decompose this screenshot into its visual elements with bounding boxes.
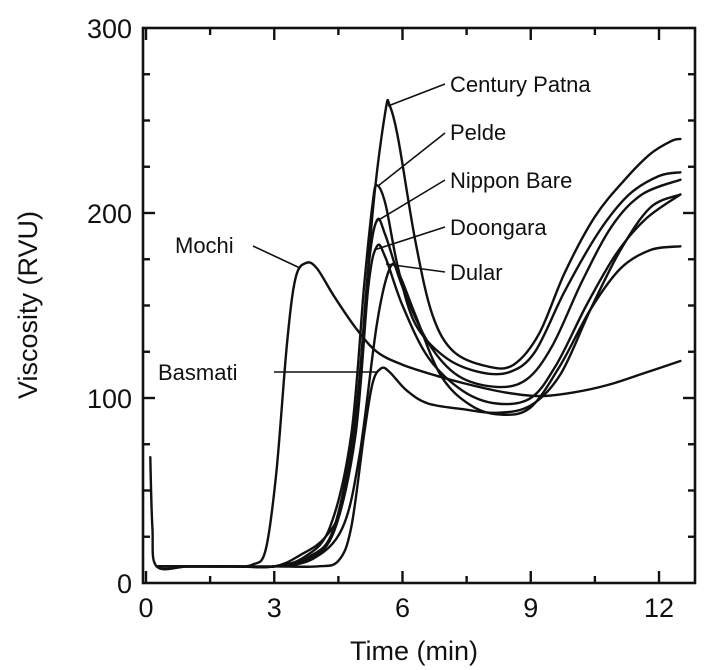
series-label-nippon-bare: Nippon Bare: [450, 168, 572, 193]
series-label-pelde: Pelde: [450, 120, 506, 145]
y-tick-label: 200: [87, 199, 132, 229]
series-label-dular: Dular: [450, 260, 503, 285]
x-tick-label: 6: [395, 593, 410, 623]
leader-line-dular: [385, 263, 446, 273]
series-labels: Century Patna Pelde Nippon Bare Doongara Dul…: [158, 72, 591, 385]
series-label-doongara: Doongara: [450, 215, 547, 240]
leader-line-doongara: [373, 226, 446, 251]
x-axis-title: Time (min): [350, 636, 478, 666]
series-curves: [149, 98, 682, 571]
series-label-century-patna: Century Patna: [450, 72, 591, 97]
x-tick-label: 12: [644, 593, 674, 623]
y-tick-label: 100: [87, 384, 132, 414]
x-tick-label: 0: [138, 593, 153, 623]
plot-frame: [141, 26, 697, 585]
leader-line-mochi: [252, 245, 301, 269]
y-axis-title: Viscosity (RVU): [13, 211, 43, 399]
label-leaders: [252, 83, 446, 373]
series-label-basmati: Basmati: [158, 360, 237, 385]
leader-line-nippon-bare: [376, 179, 446, 222]
y-tick-label: 300: [87, 14, 132, 44]
series-line-basmati: [155, 193, 682, 568]
series-label-mochi: Mochi: [175, 233, 234, 258]
leader-line-pelde: [377, 132, 446, 187]
x-tick-label: 3: [267, 593, 282, 623]
series-line-mochi: [155, 261, 682, 568]
leader-line-century-patna: [387, 83, 446, 107]
y-tick-label: 0: [117, 569, 132, 599]
series-line-dular: [155, 245, 682, 569]
x-tick-label: 9: [523, 593, 538, 623]
axis-ticks: [143, 28, 695, 583]
tick-labels: 0 3 6 9 12 0 100 200 300: [87, 14, 674, 623]
